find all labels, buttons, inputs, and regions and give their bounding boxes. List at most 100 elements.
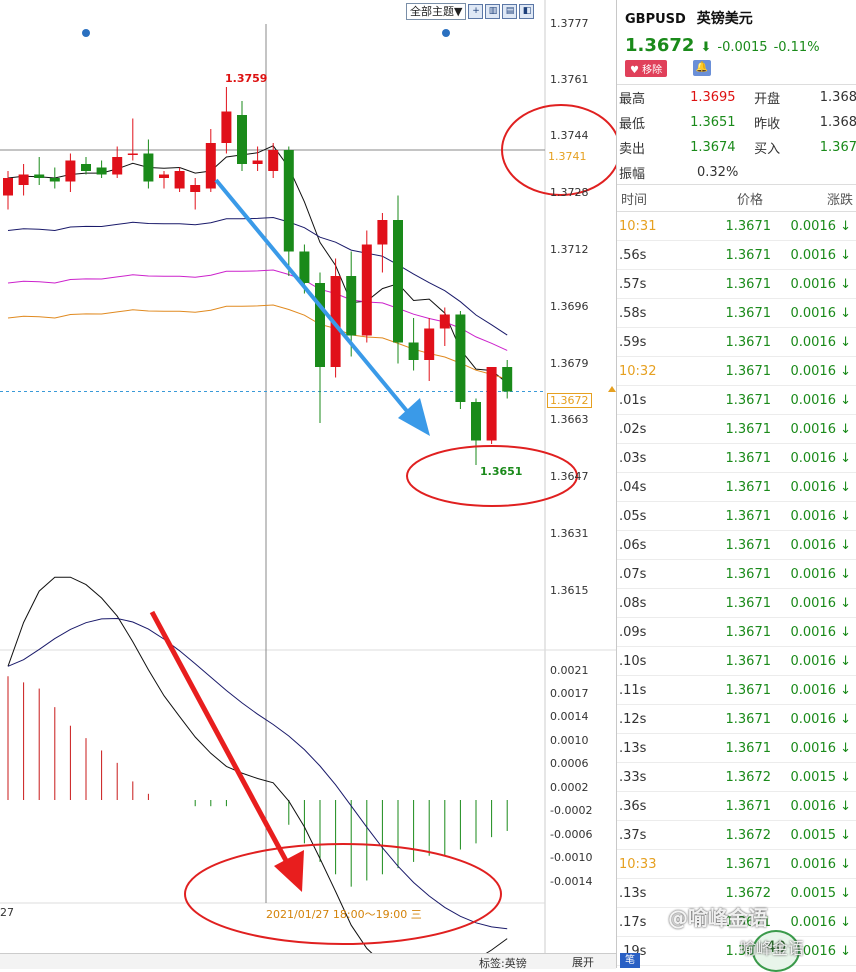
tick-price: 1.3671 [725, 479, 772, 495]
tick-row[interactable]: .06s 1.3671 0.0016 ↓ [617, 531, 856, 560]
tick-header-change: 涨跌 [826, 192, 853, 208]
tick-change: 0.0015 ↓ [790, 885, 851, 901]
tick-row[interactable]: .10s 1.3671 0.0016 ↓ [617, 647, 856, 676]
remove-watchlist-button[interactable]: ♥ 移除 [625, 60, 668, 77]
quote-label: 卖出 [619, 142, 646, 157]
macd-tick: 0.0014 [550, 710, 589, 723]
tick-row[interactable]: .07s 1.3671 0.0016 ↓ [617, 560, 856, 589]
price-row: 1.3672 ⬇ -0.0015 -0.11% [625, 35, 820, 56]
tick-change: 0.0016 ↓ [790, 537, 851, 553]
quote-table: 最高 1.3695 开盘 1.368 最低 1.3651 昨收 1.368 卖出 1.3674 买入… [617, 84, 856, 185]
tick-row[interactable]: .33s 1.3672 0.0015 ↓ [617, 763, 856, 792]
tick-change: 0.0016 ↓ [790, 305, 851, 321]
tick-time: .11s [619, 682, 647, 698]
down-arrow-icon: ⬇ [700, 40, 712, 55]
tick-row[interactable]: .57s 1.3671 0.0016 ↓ [617, 270, 856, 299]
candle-body [252, 160, 263, 164]
tick-row[interactable]: .11s 1.3671 0.0016 ↓ [617, 676, 856, 705]
tick-row[interactable]: .37s 1.3672 0.0015 ↓ [617, 821, 856, 850]
tick-row[interactable]: .05s 1.3671 0.0016 ↓ [617, 502, 856, 531]
candle-body [159, 174, 169, 178]
tick-time: .59s [619, 334, 647, 350]
tick-row[interactable]: .13s 1.3672 0.0015 ↓ [617, 879, 856, 908]
ma-line-slow [7, 304, 508, 380]
macd-tick: -0.0010 [550, 851, 593, 864]
tick-row[interactable]: 10:32 1.3671 0.0016 ↓ [617, 357, 856, 386]
watermark-text: @喻峰金语 [668, 906, 768, 930]
tick-time: .07s [619, 566, 647, 582]
candle-body [81, 164, 91, 171]
tag-label: 标签:英镑 [479, 957, 527, 970]
tick-row[interactable]: .03s 1.3671 0.0016 ↓ [617, 444, 856, 473]
ma-line-long [7, 269, 508, 351]
tick-time: .10s [619, 653, 647, 669]
tick-time: .33s [619, 769, 647, 785]
candle-body [112, 157, 123, 175]
trend-arrow-line [214, 178, 418, 424]
candle-body [65, 160, 76, 182]
macd-tick: 0.0021 [550, 664, 589, 677]
candle-body [3, 178, 13, 196]
candle-body [205, 143, 216, 189]
tick-row[interactable]: .02s 1.3671 0.0016 ↓ [617, 415, 856, 444]
action-row: ♥ 移除 🔔 [625, 60, 712, 77]
tick-change: 0.0016 ↓ [790, 334, 851, 350]
tick-row[interactable]: .12s 1.3671 0.0016 ↓ [617, 705, 856, 734]
tick-row[interactable]: .04s 1.3671 0.0016 ↓ [617, 473, 856, 502]
tick-change: 0.0016 ↓ [790, 363, 851, 379]
tick-row[interactable]: .08s 1.3671 0.0016 ↓ [617, 589, 856, 618]
split-button[interactable]: ◧ [519, 4, 535, 19]
tick-price: 1.3671 [725, 363, 772, 379]
tick-time: .36s [619, 798, 647, 814]
candle-body [424, 328, 435, 360]
tick-row[interactable]: .36s 1.3671 0.0016 ↓ [617, 792, 856, 821]
macd-arrow-line [149, 610, 293, 870]
current-price-tick: 1.3672 [547, 393, 592, 408]
expand-button[interactable]: 展开 [572, 956, 594, 969]
tick-change: 0.0016 ↓ [790, 421, 851, 437]
tick-price: 1.3671 [725, 537, 772, 553]
candle-body [143, 153, 154, 182]
pen-button[interactable]: 笔 [620, 953, 640, 968]
tick-row[interactable]: .17s 1.3671 0.0016 ↓ [617, 908, 856, 937]
tick-list[interactable]: 10:31 1.3671 0.0016 ↓ .56s 1.3671 0.0016 ↓ .57… [617, 212, 856, 966]
tick-time: .08s [619, 595, 647, 611]
symbol-name: 英镑美元 [696, 11, 753, 27]
macd-arrow-head [274, 850, 304, 892]
remove-label: 移除 [642, 65, 663, 76]
candle-body [502, 367, 513, 392]
panel-button[interactable]: ▤ [502, 4, 518, 19]
tick-header-price: 价格 [736, 192, 763, 208]
candle-body [439, 314, 450, 329]
price-tick: 1.3744 [550, 129, 589, 142]
kline-chart[interactable]: 全部主题▼ + ▥ ▤ ◧ 1.3777 1.3761 1.3744 1.374… [0, 0, 616, 970]
quote-row: 最低 1.3651 昨收 1.368 [617, 110, 856, 135]
alert-bell-icon[interactable]: 🔔 [693, 60, 712, 76]
tick-time: .13s [619, 885, 647, 901]
layout-button[interactable]: ▥ [485, 4, 501, 19]
tick-time: .12s [619, 711, 647, 727]
price-change: -0.0015 [717, 40, 768, 55]
add-indicator-button[interactable]: + [468, 4, 484, 19]
chart-canvas[interactable] [0, 0, 616, 968]
candle-body [49, 178, 60, 182]
tick-time: .09s [619, 624, 647, 640]
candle-body [174, 171, 185, 189]
tick-time: .03s [619, 450, 647, 466]
macd-dif-line [7, 576, 508, 968]
tick-row[interactable]: .58s 1.3671 0.0016 ↓ [617, 299, 856, 328]
tick-row[interactable]: .56s 1.3671 0.0016 ↓ [617, 241, 856, 270]
tick-row[interactable]: 10:31 1.3671 0.0016 ↓ [617, 212, 856, 241]
tick-row[interactable]: .01s 1.3671 0.0016 ↓ [617, 386, 856, 415]
theme-select[interactable]: 全部主题▼ [406, 3, 467, 20]
tick-row[interactable]: .19s 1.3671 0.0016 ↓ [617, 937, 856, 966]
macd-tick: 0.0010 [550, 734, 589, 747]
tick-change: 0.0016 ↓ [790, 276, 851, 292]
candle-body [330, 276, 341, 367]
tick-change: 0.0016 ↓ [790, 595, 851, 611]
tick-change: 0.0016 ↓ [790, 943, 851, 959]
tick-row[interactable]: .09s 1.3671 0.0016 ↓ [617, 618, 856, 647]
tick-row[interactable]: 10:33 1.3671 0.0016 ↓ [617, 850, 856, 879]
tick-row[interactable]: .13s 1.3671 0.0016 ↓ [617, 734, 856, 763]
tick-row[interactable]: .59s 1.3671 0.0016 ↓ [617, 328, 856, 357]
